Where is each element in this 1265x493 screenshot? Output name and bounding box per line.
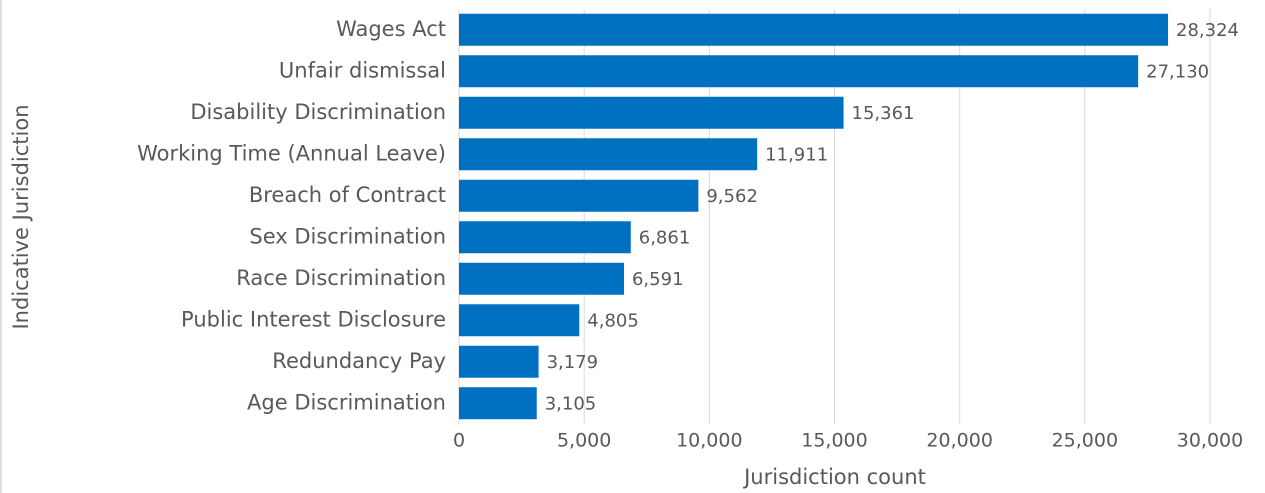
x-tick-label: 30,000 [1177,430,1243,452]
bar [459,304,580,337]
y-tick-label: Breach of Contract [249,183,446,207]
bar [459,96,844,129]
bar [459,345,539,378]
y-tick-label: Wages Act [336,17,446,41]
data-label: 11,911 [765,144,828,165]
data-label: 6,591 [632,269,684,290]
data-label: 4,805 [587,310,639,331]
bar [459,55,1139,88]
y-tick-label: Unfair dismissal [279,58,446,82]
x-axis-title: Jurisdiction count [742,465,926,489]
y-tick-label: Age Discrimination [247,390,446,414]
y-tick-label: Disability Discrimination [190,100,446,124]
x-tick-label: 10,000 [676,430,742,452]
y-tick-label: Working Time (Annual Leave) [137,141,446,165]
bar [459,13,1169,46]
bar [459,221,631,254]
bar [459,138,758,171]
x-tick-label: 20,000 [926,430,992,452]
x-tick-label: 15,000 [801,430,867,452]
data-label: 6,861 [639,227,691,248]
y-tick-label: Sex Discrimination [249,224,446,248]
y-axis-title: Indicative Jurisdiction [9,104,33,329]
x-tick-label: 0 [453,430,465,452]
x-tick-label: 25,000 [1052,430,1118,452]
data-label: 3,105 [545,393,597,414]
data-label: 28,324 [1176,20,1239,41]
y-tick-label: Redundancy Pay [272,349,446,373]
data-label: 9,562 [706,186,758,207]
bar [459,262,624,295]
bar [459,179,699,212]
data-label: 3,179 [547,352,599,373]
bar [459,387,537,420]
data-label: 27,130 [1146,61,1209,82]
y-tick-label: Race Discrimination [236,266,446,290]
y-tick-label: Public Interest Disclosure [181,307,446,331]
data-label: 15,361 [852,103,915,124]
x-tick-label: 5,000 [557,430,611,452]
